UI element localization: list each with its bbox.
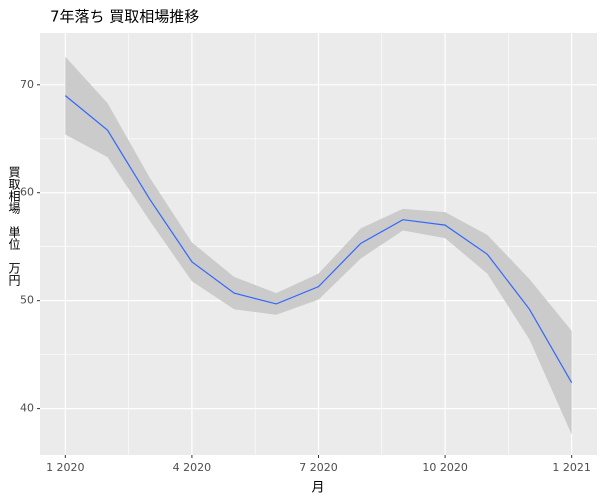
x-tick-label: 4 2020 [173,461,212,474]
line [64,95,573,383]
x-tick-label: 1 2020 [46,461,85,474]
x-axis-label: 月 [311,481,324,496]
y-tick-label: 60 [20,186,34,199]
confidence-band [65,56,572,435]
chart-title: 7年落ち 買取相場推移 [50,8,199,26]
x-tick-label: 7 2020 [299,461,338,474]
x-tick-label: 1 2021 [552,461,591,474]
y-tick-label: 50 [20,294,34,307]
y-tick-label: 70 [20,78,34,91]
y-axis-label: 買取相場 単位 万円 [7,166,21,286]
y-tick-label: 40 [20,402,34,415]
x-tick-label: 10 2020 [422,461,468,474]
